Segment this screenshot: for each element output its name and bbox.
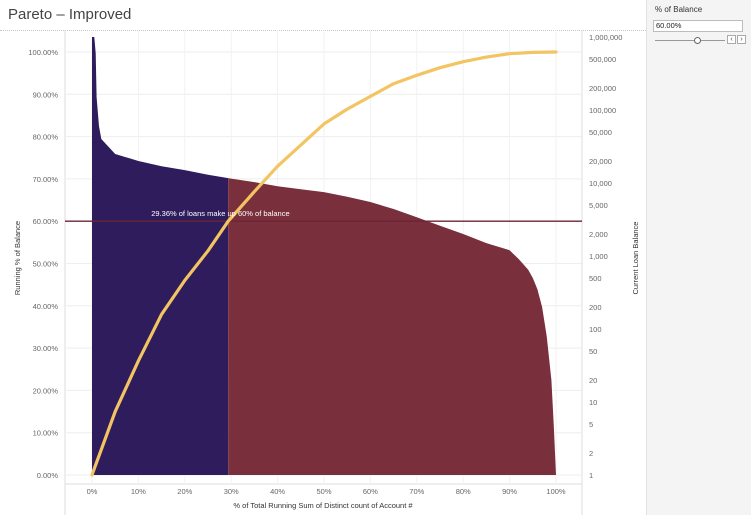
balance-areas bbox=[92, 37, 556, 475]
y-tick-label: 90.00% bbox=[33, 90, 59, 99]
y-tick-label: 100.00% bbox=[28, 48, 58, 57]
y2-tick-label: 500,000 bbox=[589, 55, 616, 64]
x-tick-label: 80% bbox=[456, 487, 471, 496]
sheet-title: Pareto – Improved bbox=[8, 6, 132, 23]
parameter-slider-thumb[interactable] bbox=[694, 37, 701, 44]
y2-tick-label: 100,000 bbox=[589, 106, 616, 115]
x-tick-label: 30% bbox=[224, 487, 239, 496]
parameter-panel: % of Balance 60.00% ‹ › bbox=[646, 0, 751, 515]
y2-tick-label: 200,000 bbox=[589, 84, 616, 93]
parameter-value-input[interactable]: 60.00% bbox=[653, 20, 743, 32]
y-axis-right-ticks: 1 2 5 10 20 50 100 200 500 1,000 2,000 5,000 10,000 2… bbox=[589, 33, 622, 480]
x-tick-label: 0% bbox=[87, 487, 98, 496]
y-axis-left-title: Running % of Balance bbox=[13, 221, 22, 295]
x-tick-label: 20% bbox=[177, 487, 192, 496]
y2-tick-label: 50,000 bbox=[589, 128, 612, 137]
y-tick-label: 10.00% bbox=[33, 429, 59, 438]
y-axis-left-ticks: 0.00% 10.00% 20.00% 30.00% 40.00% 50.00% 60.00… bbox=[28, 48, 58, 480]
y-tick-label: 0.00% bbox=[37, 471, 59, 480]
cumulative-line-group bbox=[90, 50, 558, 477]
y-tick-label: 80.00% bbox=[33, 133, 59, 142]
y-tick-label: 60.00% bbox=[33, 217, 59, 226]
y2-tick-label: 20,000 bbox=[589, 157, 612, 166]
y2-tick-label: 2,000 bbox=[589, 230, 608, 239]
x-axis-ticks: 0% 10% 20% 30% 40% 50% 60% 70% 80% 90% 100% bbox=[87, 487, 566, 496]
annotation-label: 29.36% of loans make up 60% of balance bbox=[151, 209, 289, 218]
chevron-left-icon[interactable]: ‹ bbox=[727, 35, 736, 44]
x-axis-title: % of Total Running Sum of Distinct count… bbox=[233, 501, 413, 510]
x-tick-label: 90% bbox=[502, 487, 517, 496]
parameter-slider-track[interactable] bbox=[655, 40, 725, 41]
y2-tick-label: 50 bbox=[589, 347, 597, 356]
x-tick-label: 40% bbox=[270, 487, 285, 496]
y-axis-right-title: Current Loan Balance bbox=[631, 222, 640, 295]
y2-tick-label: 500 bbox=[589, 274, 602, 283]
cumulative-balance-line bbox=[90, 50, 558, 477]
y-tick-label: 20.00% bbox=[33, 386, 59, 395]
y2-tick-label: 200 bbox=[589, 303, 602, 312]
y2-tick-label: 100 bbox=[589, 325, 602, 334]
x-tick-label: 100% bbox=[546, 487, 566, 496]
x-tick-label: 10% bbox=[131, 487, 146, 496]
y-tick-label: 40.00% bbox=[33, 302, 59, 311]
y2-tick-label: 10 bbox=[589, 398, 597, 407]
chevron-right-icon[interactable]: › bbox=[737, 35, 746, 44]
y-tick-label: 30.00% bbox=[33, 344, 59, 353]
x-tick-label: 60% bbox=[363, 487, 378, 496]
y2-tick-label: 1,000 bbox=[589, 252, 608, 261]
y2-tick-label: 5 bbox=[589, 420, 593, 429]
parameter-title: % of Balance bbox=[655, 5, 703, 14]
y2-tick-label: 1,000,000 bbox=[589, 33, 622, 42]
x-tick-label: 50% bbox=[316, 487, 331, 496]
y2-tick-label: 1 bbox=[589, 471, 593, 480]
y2-tick-label: 5,000 bbox=[589, 201, 608, 210]
y-tick-label: 50.00% bbox=[33, 260, 59, 269]
y2-tick-label: 2 bbox=[589, 449, 593, 458]
included-loans-area bbox=[92, 37, 229, 475]
y-tick-label: 70.00% bbox=[33, 175, 59, 184]
title-divider bbox=[0, 30, 646, 31]
y2-tick-label: 10,000 bbox=[589, 179, 612, 188]
y2-tick-label: 20 bbox=[589, 376, 597, 385]
remaining-loans-area bbox=[228, 178, 556, 475]
pareto-chart: 0.00% 10.00% 20.00% 30.00% 40.00% 50.00% 60.00… bbox=[13, 30, 640, 515]
x-tick-label: 70% bbox=[409, 487, 424, 496]
